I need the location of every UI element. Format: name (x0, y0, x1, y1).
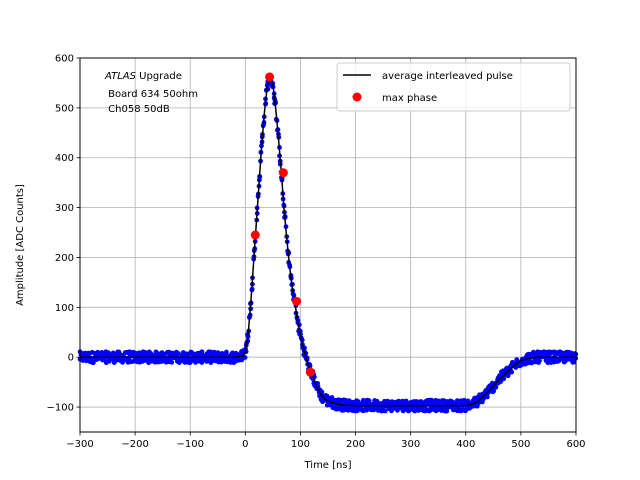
blue-sample-point (529, 360, 535, 366)
legend-label-average: average interleaved pulse (382, 71, 513, 82)
blue-sample-point (444, 408, 450, 414)
x-tick-label: −300 (66, 439, 93, 450)
x-tick-label: −100 (176, 439, 203, 450)
y-tick-label: 0 (68, 353, 74, 364)
x-tick-label: 600 (566, 439, 585, 450)
blue-sample-point (493, 384, 499, 390)
x-tick-label: 400 (456, 439, 475, 450)
y-tick-label: 100 (55, 303, 74, 314)
x-tick-label: 300 (401, 439, 420, 450)
x-tick-label: 500 (511, 439, 530, 450)
annotation-line3: Ch058 50dB (105, 104, 170, 115)
x-tick-label: 200 (346, 439, 365, 450)
legend-label-max-phase: max phase (382, 93, 437, 104)
x-tick-label: 0 (242, 439, 248, 450)
y-tick-label: 300 (55, 203, 74, 214)
y-tick-label: 200 (55, 253, 74, 264)
max-phase-point (278, 168, 288, 178)
blue-sample-point (199, 349, 205, 355)
blue-sample-point (484, 394, 490, 400)
blue-sample-point (366, 398, 372, 404)
y-tick-label: 500 (55, 103, 74, 114)
blue-sample-point (556, 358, 562, 363)
x-axis-label: Time [ns] (303, 460, 351, 471)
max-phase-point (292, 296, 302, 306)
blue-sample-point (382, 408, 388, 414)
max-phase-point (265, 72, 275, 82)
annotation-upgrade: Upgrade (136, 71, 182, 82)
x-tick-label: 100 (291, 439, 310, 450)
y-tick-label: 400 (55, 153, 74, 164)
x-tick-label: −200 (121, 439, 148, 450)
blue-sample-point (169, 359, 175, 365)
annotation-atlas: ATLAS (104, 71, 137, 82)
max-phase-point (250, 230, 260, 240)
blue-sample-point (224, 349, 229, 355)
blue-sample-point (501, 376, 507, 382)
ticks: −300 −200 −100 0 100 200 300 400 500 600 −100 0 100 2… (47, 54, 586, 451)
legend-marker-swatch (352, 92, 362, 102)
plot-area (77, 72, 579, 414)
max-phase-point (305, 367, 315, 377)
annotation: ATLAS Upgrade Board 634 50ohm Ch058 50dB (104, 71, 198, 115)
legend: average interleaved pulse max phase (336, 62, 571, 112)
y-tick-label: 600 (55, 54, 74, 65)
y-axis-label: Amplitude [ADC Counts] (15, 184, 26, 306)
axes-frame (79, 57, 577, 433)
legend-box (336, 62, 571, 112)
y-tick-label: −100 (47, 403, 74, 414)
blue-sample-point (176, 351, 181, 356)
annotation-line2: Board 634 50ohm (105, 89, 198, 100)
blue-sample-point (242, 355, 248, 360)
annotation-line1: ATLAS Upgrade (104, 71, 182, 82)
blue-sample-point (509, 369, 515, 375)
blue-sample-point (429, 397, 434, 403)
